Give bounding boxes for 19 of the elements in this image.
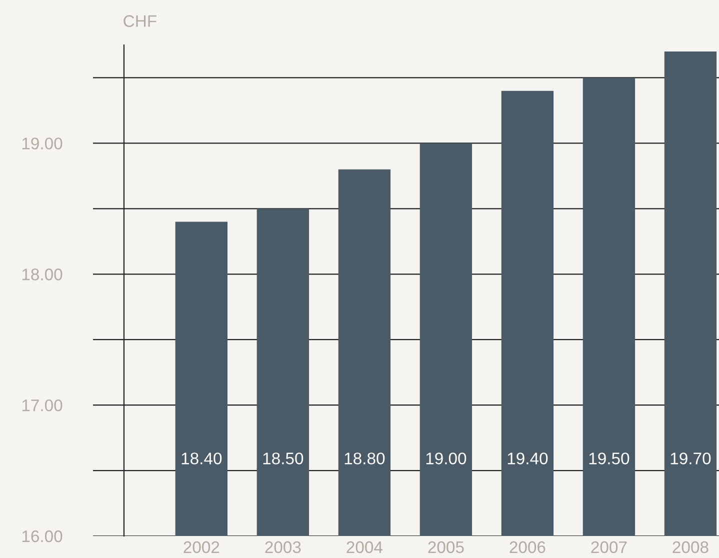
- x-tick-label: 2002: [184, 541, 220, 554]
- x-tick-label: 2008: [672, 541, 708, 554]
- x-tick-label: 2005: [428, 541, 464, 554]
- y-tick-label: 18.00: [22, 268, 62, 280]
- y-tick-label: 17.00: [22, 399, 62, 412]
- data-label: 19.70: [670, 452, 711, 464]
- y-axis-title: CHF: [124, 15, 156, 27]
- y-tick-label: 19.00: [22, 138, 62, 150]
- y-tick-label: 16.00: [22, 530, 62, 542]
- x-tick-label: 2007: [591, 541, 627, 554]
- data-label: 18.80: [344, 452, 385, 464]
- data-label: 18.40: [182, 452, 222, 464]
- data-label: 19.40: [508, 452, 548, 464]
- data-label: 18.50: [263, 452, 304, 464]
- x-tick-label: 2003: [265, 541, 301, 554]
- x-tick-label: 2004: [346, 541, 382, 554]
- x-tick-label: 2006: [510, 541, 546, 554]
- data-label: 19.00: [426, 452, 466, 464]
- data-label: 19.50: [589, 452, 630, 464]
